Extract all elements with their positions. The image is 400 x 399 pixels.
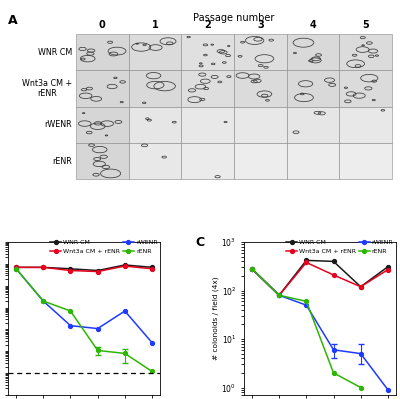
rENR — [95, 348, 100, 353]
Text: 1: 1 — [152, 20, 158, 30]
Text: WNR CM: WNR CM — [38, 47, 72, 57]
Text: Wnt3a CM +
rENR: Wnt3a CM + rENR — [22, 79, 72, 98]
Legend: WNR CM, Wnt3a CM + rENR, rWENR, rENR: WNR CM, Wnt3a CM + rENR, rWENR, rENR — [48, 237, 160, 257]
Text: 3: 3 — [257, 20, 264, 30]
rENR — [277, 293, 282, 298]
Line: rWENR: rWENR — [250, 267, 390, 392]
Bar — [181, 107, 234, 143]
Bar — [129, 107, 181, 143]
Legend: WNR CM, Wnt3a CM + rENR, rWENR, rENR: WNR CM, Wnt3a CM + rENR, rWENR, rENR — [284, 237, 396, 257]
Bar — [76, 107, 129, 143]
rENR — [14, 267, 18, 271]
Text: 5: 5 — [362, 20, 369, 30]
Line: WNR CM: WNR CM — [14, 263, 154, 273]
Line: Wnt3a CM + rENR: Wnt3a CM + rENR — [14, 264, 154, 273]
Wnt3a CM + rENR — [331, 273, 336, 277]
Wnt3a CM + rENR — [250, 267, 254, 271]
Bar — [76, 34, 129, 70]
WNR CM — [68, 267, 73, 271]
Text: Passage number: Passage number — [193, 13, 275, 23]
Text: 4: 4 — [310, 20, 316, 30]
Wnt3a CM + rENR — [304, 260, 309, 265]
rWENR — [304, 303, 309, 308]
rENR — [250, 267, 254, 271]
Bar — [340, 34, 392, 70]
rWENR — [250, 267, 254, 271]
Wnt3a CM + rENR — [150, 267, 154, 271]
Bar — [340, 70, 392, 107]
Bar — [287, 143, 340, 179]
WNR CM — [331, 259, 336, 264]
WNR CM — [358, 284, 363, 289]
rWENR — [386, 387, 390, 392]
WNR CM — [386, 265, 390, 269]
Bar — [234, 70, 287, 107]
Wnt3a CM + rENR — [95, 269, 100, 274]
Line: rENR: rENR — [14, 267, 154, 373]
WNR CM — [250, 267, 254, 271]
Text: C: C — [195, 236, 204, 249]
Bar — [181, 143, 234, 179]
Wnt3a CM + rENR — [14, 265, 18, 270]
rWENR — [95, 326, 100, 331]
rENR — [68, 309, 73, 314]
Bar — [287, 34, 340, 70]
rWENR — [358, 351, 363, 356]
Bar — [181, 34, 234, 70]
rENR — [150, 369, 154, 374]
Bar — [76, 143, 129, 179]
Bar — [287, 107, 340, 143]
Line: rWENR: rWENR — [14, 267, 154, 345]
Line: WNR CM: WNR CM — [250, 259, 390, 297]
Bar — [129, 34, 181, 70]
Bar — [234, 107, 287, 143]
rENR — [304, 299, 309, 304]
Line: Wnt3a CM + rENR: Wnt3a CM + rENR — [250, 261, 390, 297]
WNR CM — [150, 265, 154, 270]
WNR CM — [122, 263, 127, 267]
WNR CM — [304, 258, 309, 263]
Bar — [234, 143, 287, 179]
WNR CM — [95, 268, 100, 273]
Wnt3a CM + rENR — [358, 284, 363, 289]
Text: 0: 0 — [99, 20, 106, 30]
Wnt3a CM + rENR — [41, 265, 46, 270]
WNR CM — [14, 265, 18, 270]
WNR CM — [41, 265, 46, 270]
rWENR — [150, 340, 154, 345]
Bar — [234, 34, 287, 70]
rENR — [122, 351, 127, 356]
Wnt3a CM + rENR — [68, 268, 73, 273]
Line: rENR: rENR — [250, 267, 363, 389]
rWENR — [68, 323, 73, 328]
Bar — [76, 70, 129, 107]
Bar — [287, 70, 340, 107]
Bar — [129, 143, 181, 179]
rWENR — [277, 293, 282, 298]
WNR CM — [277, 293, 282, 298]
Bar — [340, 143, 392, 179]
Text: rENR: rENR — [52, 156, 72, 166]
rWENR — [14, 267, 18, 271]
Wnt3a CM + rENR — [277, 293, 282, 298]
Y-axis label: # colonoids / field (4x): # colonoids / field (4x) — [212, 277, 218, 360]
Wnt3a CM + rENR — [122, 264, 127, 269]
rENR — [41, 299, 46, 304]
rWENR — [331, 348, 336, 352]
Text: 2: 2 — [204, 20, 211, 30]
Bar — [129, 70, 181, 107]
rWENR — [41, 299, 46, 304]
Bar — [181, 70, 234, 107]
Wnt3a CM + rENR — [386, 267, 390, 272]
rENR — [331, 371, 336, 375]
rENR — [358, 385, 363, 390]
Text: A: A — [8, 14, 18, 27]
rWENR — [122, 309, 127, 314]
Text: rWENR: rWENR — [44, 120, 72, 129]
Bar — [340, 107, 392, 143]
